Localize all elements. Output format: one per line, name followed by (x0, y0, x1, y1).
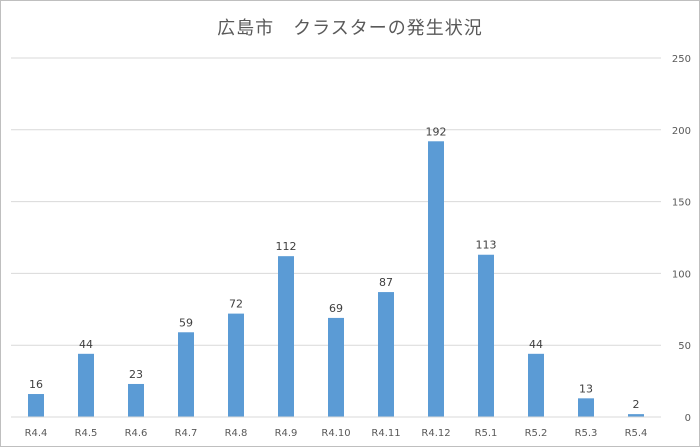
data-label: 72 (229, 298, 243, 311)
bar (478, 254, 494, 417)
x-tick-label: R4.6 (125, 428, 148, 439)
data-label: 13 (579, 382, 593, 395)
y-tick-label: 0 (685, 413, 691, 424)
data-label: 16 (29, 378, 43, 391)
data-label: 112 (276, 240, 297, 253)
bar (78, 353, 94, 417)
bar (528, 353, 544, 417)
bar (328, 317, 344, 417)
y-tick-label: 100 (672, 269, 691, 280)
bar (428, 141, 444, 417)
data-label: 192 (426, 125, 447, 138)
x-tick-label: R5.1 (475, 428, 498, 439)
data-labels: 16 44 23 59 72 112 69 87 192 113 44 13 2 (29, 125, 640, 411)
data-label: 2 (633, 398, 640, 411)
bar (178, 332, 194, 417)
bar (228, 313, 244, 417)
chart-title: 広島市 クラスターの発生状況 (217, 18, 483, 39)
data-label: 113 (476, 239, 497, 252)
x-tick-label: R5.2 (525, 428, 548, 439)
y-axis-tick-labels: 0 50 100 150 200 250 (672, 54, 691, 424)
bar (28, 394, 44, 417)
x-tick-label: R5.3 (575, 428, 598, 439)
y-tick-label: 50 (678, 341, 691, 352)
x-tick-label: R4.12 (421, 428, 450, 439)
x-tick-label: R4.5 (75, 428, 98, 439)
bar (378, 292, 394, 417)
x-tick-label: R4.8 (225, 428, 248, 439)
data-label: 23 (129, 368, 143, 381)
data-label: 59 (179, 316, 193, 329)
data-label: 69 (329, 302, 343, 315)
bars (28, 141, 644, 417)
x-tick-label: R4.10 (321, 428, 350, 439)
x-tick-label: R4.7 (175, 428, 198, 439)
x-tick-label: R4.9 (275, 428, 298, 439)
bar (278, 256, 294, 417)
bar (578, 398, 594, 417)
bar (128, 383, 144, 417)
x-axis-tick-labels: R4.4 R4.5 R4.6 R4.7 R4.8 R4.9 R4.10 R4.11 R4.12 R… (25, 428, 648, 439)
y-tick-label: 250 (672, 54, 691, 65)
x-tick-label: R4.11 (371, 428, 400, 439)
x-tick-label: R5.4 (625, 428, 648, 439)
y-tick-label: 150 (672, 198, 691, 209)
data-label: 87 (379, 276, 393, 289)
x-tick-label: R4.4 (25, 428, 48, 439)
data-label: 44 (79, 338, 93, 351)
data-label: 44 (529, 338, 543, 351)
bar (628, 414, 644, 417)
y-tick-label: 200 (672, 126, 691, 137)
